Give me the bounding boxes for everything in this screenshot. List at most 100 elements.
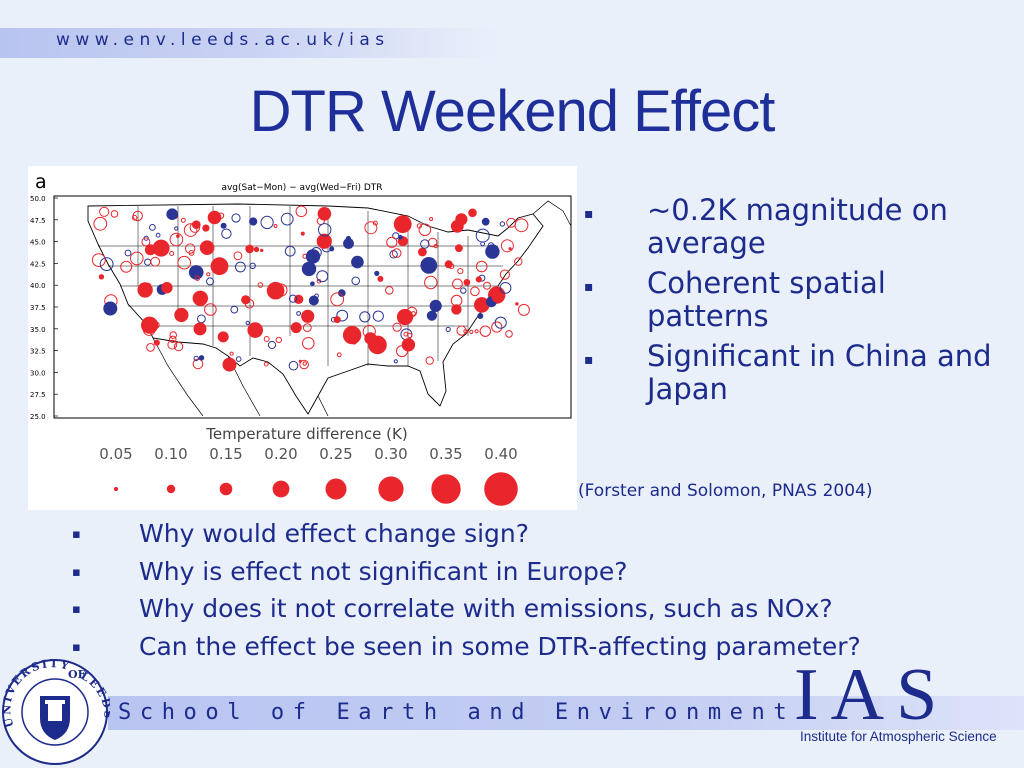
station-circle <box>336 309 349 322</box>
station-circle <box>229 351 234 356</box>
station-circle <box>352 340 357 345</box>
header-url[interactable]: www.env.leeds.ac.uk/ias <box>56 30 390 50</box>
legend-value-label: 0.30 <box>374 445 407 463</box>
university-leeds-logo: UNIVERSITY OF LEEDS <box>0 657 110 765</box>
station-circle <box>185 243 196 254</box>
legend-value-label: 0.25 <box>319 445 352 463</box>
station-circle <box>517 303 530 316</box>
slide-title: DTR Weekend Effect <box>249 79 776 144</box>
bullet-mark: ▪ <box>584 352 594 368</box>
panel-letter: a <box>35 171 47 193</box>
station-circle <box>244 298 255 309</box>
legend-value-label: 0.15 <box>209 445 242 463</box>
station-circle <box>392 322 402 332</box>
station-circle <box>288 360 299 371</box>
station-circle <box>210 257 229 276</box>
key-point-text: Significant in China and Japan <box>647 339 992 406</box>
station-circle <box>418 223 432 237</box>
station-circle <box>310 281 315 286</box>
station-circle <box>249 217 258 226</box>
station-circle <box>299 359 309 370</box>
station-circle <box>445 326 451 332</box>
station-circle <box>305 249 321 264</box>
station-circle <box>153 339 160 346</box>
station-circle <box>300 231 305 236</box>
lat-tick-label: 25.0 <box>30 413 46 421</box>
station-circle <box>174 226 179 231</box>
station-circle <box>217 331 229 343</box>
station-circle <box>169 335 177 344</box>
station-circle <box>506 217 517 228</box>
station-circle <box>145 282 152 289</box>
neighbor-outline <box>152 200 572 417</box>
station-circle <box>93 216 108 231</box>
station-circle <box>98 274 105 280</box>
lat-tick-label: 30.0 <box>30 369 46 377</box>
station-circle <box>221 228 232 239</box>
station-circle <box>137 282 153 298</box>
station-circle <box>233 251 243 261</box>
station-circle <box>364 221 378 235</box>
school-name: School of Earth and Environment <box>118 700 796 725</box>
station-circle <box>505 330 513 338</box>
station-circle <box>351 276 361 286</box>
key-point: ▪ Significant in China and Japan <box>584 340 1014 406</box>
station-circle <box>452 278 463 290</box>
station-circle <box>302 337 315 350</box>
station-circle <box>448 263 455 270</box>
station-circle <box>396 308 414 326</box>
station-circle <box>318 223 332 237</box>
station-circle <box>275 336 283 344</box>
question-item: ▪ Why would effect change sign? <box>72 515 1012 553</box>
bullet-mark: ▪ <box>72 602 81 617</box>
station-circle <box>220 222 227 229</box>
station-circle <box>291 324 299 332</box>
station-circle <box>180 217 186 223</box>
station-circle <box>351 255 364 269</box>
lat-tick-label: 37.5 <box>30 304 46 312</box>
dtr-map-figure: a avg(Sat−Mon) − avg(Wed−Fri) DTR 50.0 47… <box>28 166 577 510</box>
station-circle <box>146 343 155 352</box>
bullet-mark: ▪ <box>584 279 594 295</box>
station-circle <box>280 212 294 226</box>
legend-size-circle <box>325 478 347 500</box>
station-circle <box>333 316 341 324</box>
station-circle <box>420 257 438 274</box>
station-circle <box>338 289 346 297</box>
key-point-text: Coherent spatial patterns <box>647 266 886 333</box>
station-circle <box>499 269 510 280</box>
station-circle <box>463 329 468 334</box>
station-circle <box>329 246 335 252</box>
station-circle <box>189 222 201 233</box>
question-text: Why is effect not significant in Europe? <box>139 556 628 586</box>
legend-value-label: 0.10 <box>154 445 187 463</box>
station-circle <box>425 356 434 365</box>
station-circle <box>411 311 416 316</box>
station-circle <box>99 206 110 217</box>
citation: (Forster and Solomon, PNAS 2004) <box>578 481 873 501</box>
station-circle <box>468 208 477 218</box>
bullet-mark: ▪ <box>72 527 81 542</box>
station-circle <box>470 286 480 297</box>
station-circle <box>249 262 256 270</box>
station-circle <box>169 232 184 247</box>
station-circles <box>91 205 530 372</box>
station-circle <box>142 323 156 336</box>
legend-size-circle <box>113 486 119 492</box>
bullet-mark: ▪ <box>72 564 81 580</box>
station-circle <box>316 270 329 283</box>
station-circle <box>241 295 251 305</box>
lat-tick-label: 47.5 <box>30 217 46 225</box>
question-item: ▪ Why does it not correlate with emission… <box>72 590 1012 628</box>
bullet-mark: ▪ <box>584 206 594 222</box>
station-circle <box>485 244 500 259</box>
station-circle <box>372 310 384 322</box>
station-circle <box>169 251 175 256</box>
station-circle <box>499 221 506 227</box>
station-circle <box>110 210 119 218</box>
station-circle <box>192 290 208 306</box>
station-circle <box>429 217 434 221</box>
header-bar <box>0 28 500 58</box>
station-circle <box>487 242 495 250</box>
station-circle <box>416 223 423 229</box>
